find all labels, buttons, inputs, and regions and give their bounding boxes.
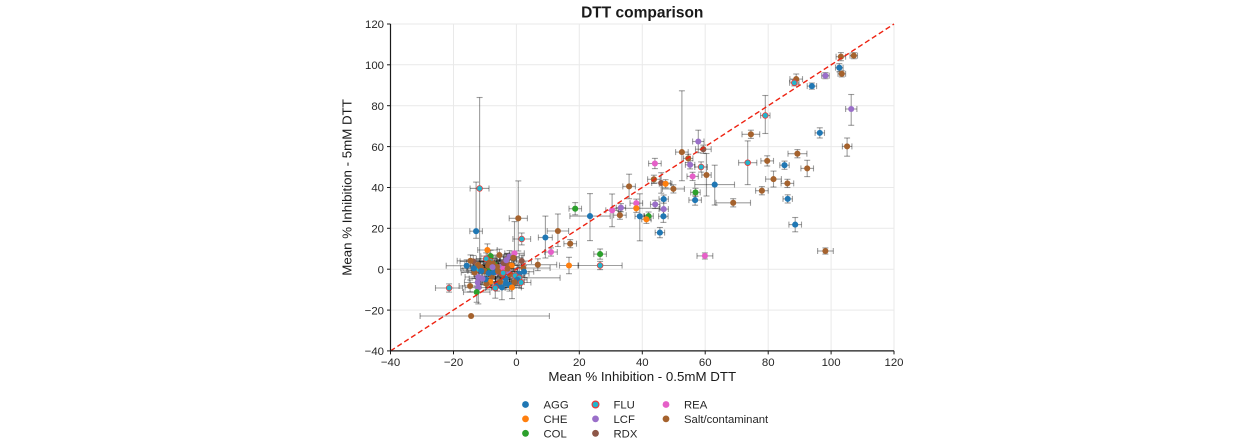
svg-text:40: 40 [371,183,384,195]
svg-text:100: 100 [822,357,841,369]
svg-text:−40: −40 [365,346,384,358]
svg-text:Salt/contaminant: Salt/contaminant [684,414,769,426]
svg-text:120: 120 [365,19,384,31]
svg-text:COL: COL [544,429,567,441]
svg-text:20: 20 [371,224,384,236]
svg-text:CHE: CHE [544,414,568,426]
svg-text:0: 0 [378,264,384,276]
svg-text:FLU: FLU [614,400,635,412]
svg-text:100: 100 [365,60,384,72]
svg-text:80: 80 [371,101,384,113]
svg-text:60: 60 [371,142,384,154]
svg-text:Mean % Inhibition - 5mM DTT: Mean % Inhibition - 5mM DTT [340,99,355,276]
svg-text:LCF: LCF [614,414,635,426]
svg-text:DTT comparison: DTT comparison [581,5,703,22]
svg-text:−20: −20 [365,305,384,317]
svg-text:0: 0 [513,357,519,369]
svg-text:40: 40 [636,357,649,369]
svg-text:60: 60 [699,357,712,369]
svg-text:−20: −20 [444,357,463,369]
svg-text:80: 80 [762,357,775,369]
svg-text:20: 20 [573,357,586,369]
svg-text:120: 120 [884,357,903,369]
svg-text:AGG: AGG [544,400,569,412]
svg-text:Mean % Inhibition - 0.5mM DTT: Mean % Inhibition - 0.5mM DTT [548,369,736,384]
svg-text:REA: REA [684,400,708,412]
svg-text:RDX: RDX [614,429,638,441]
svg-text:−40: −40 [381,357,400,369]
